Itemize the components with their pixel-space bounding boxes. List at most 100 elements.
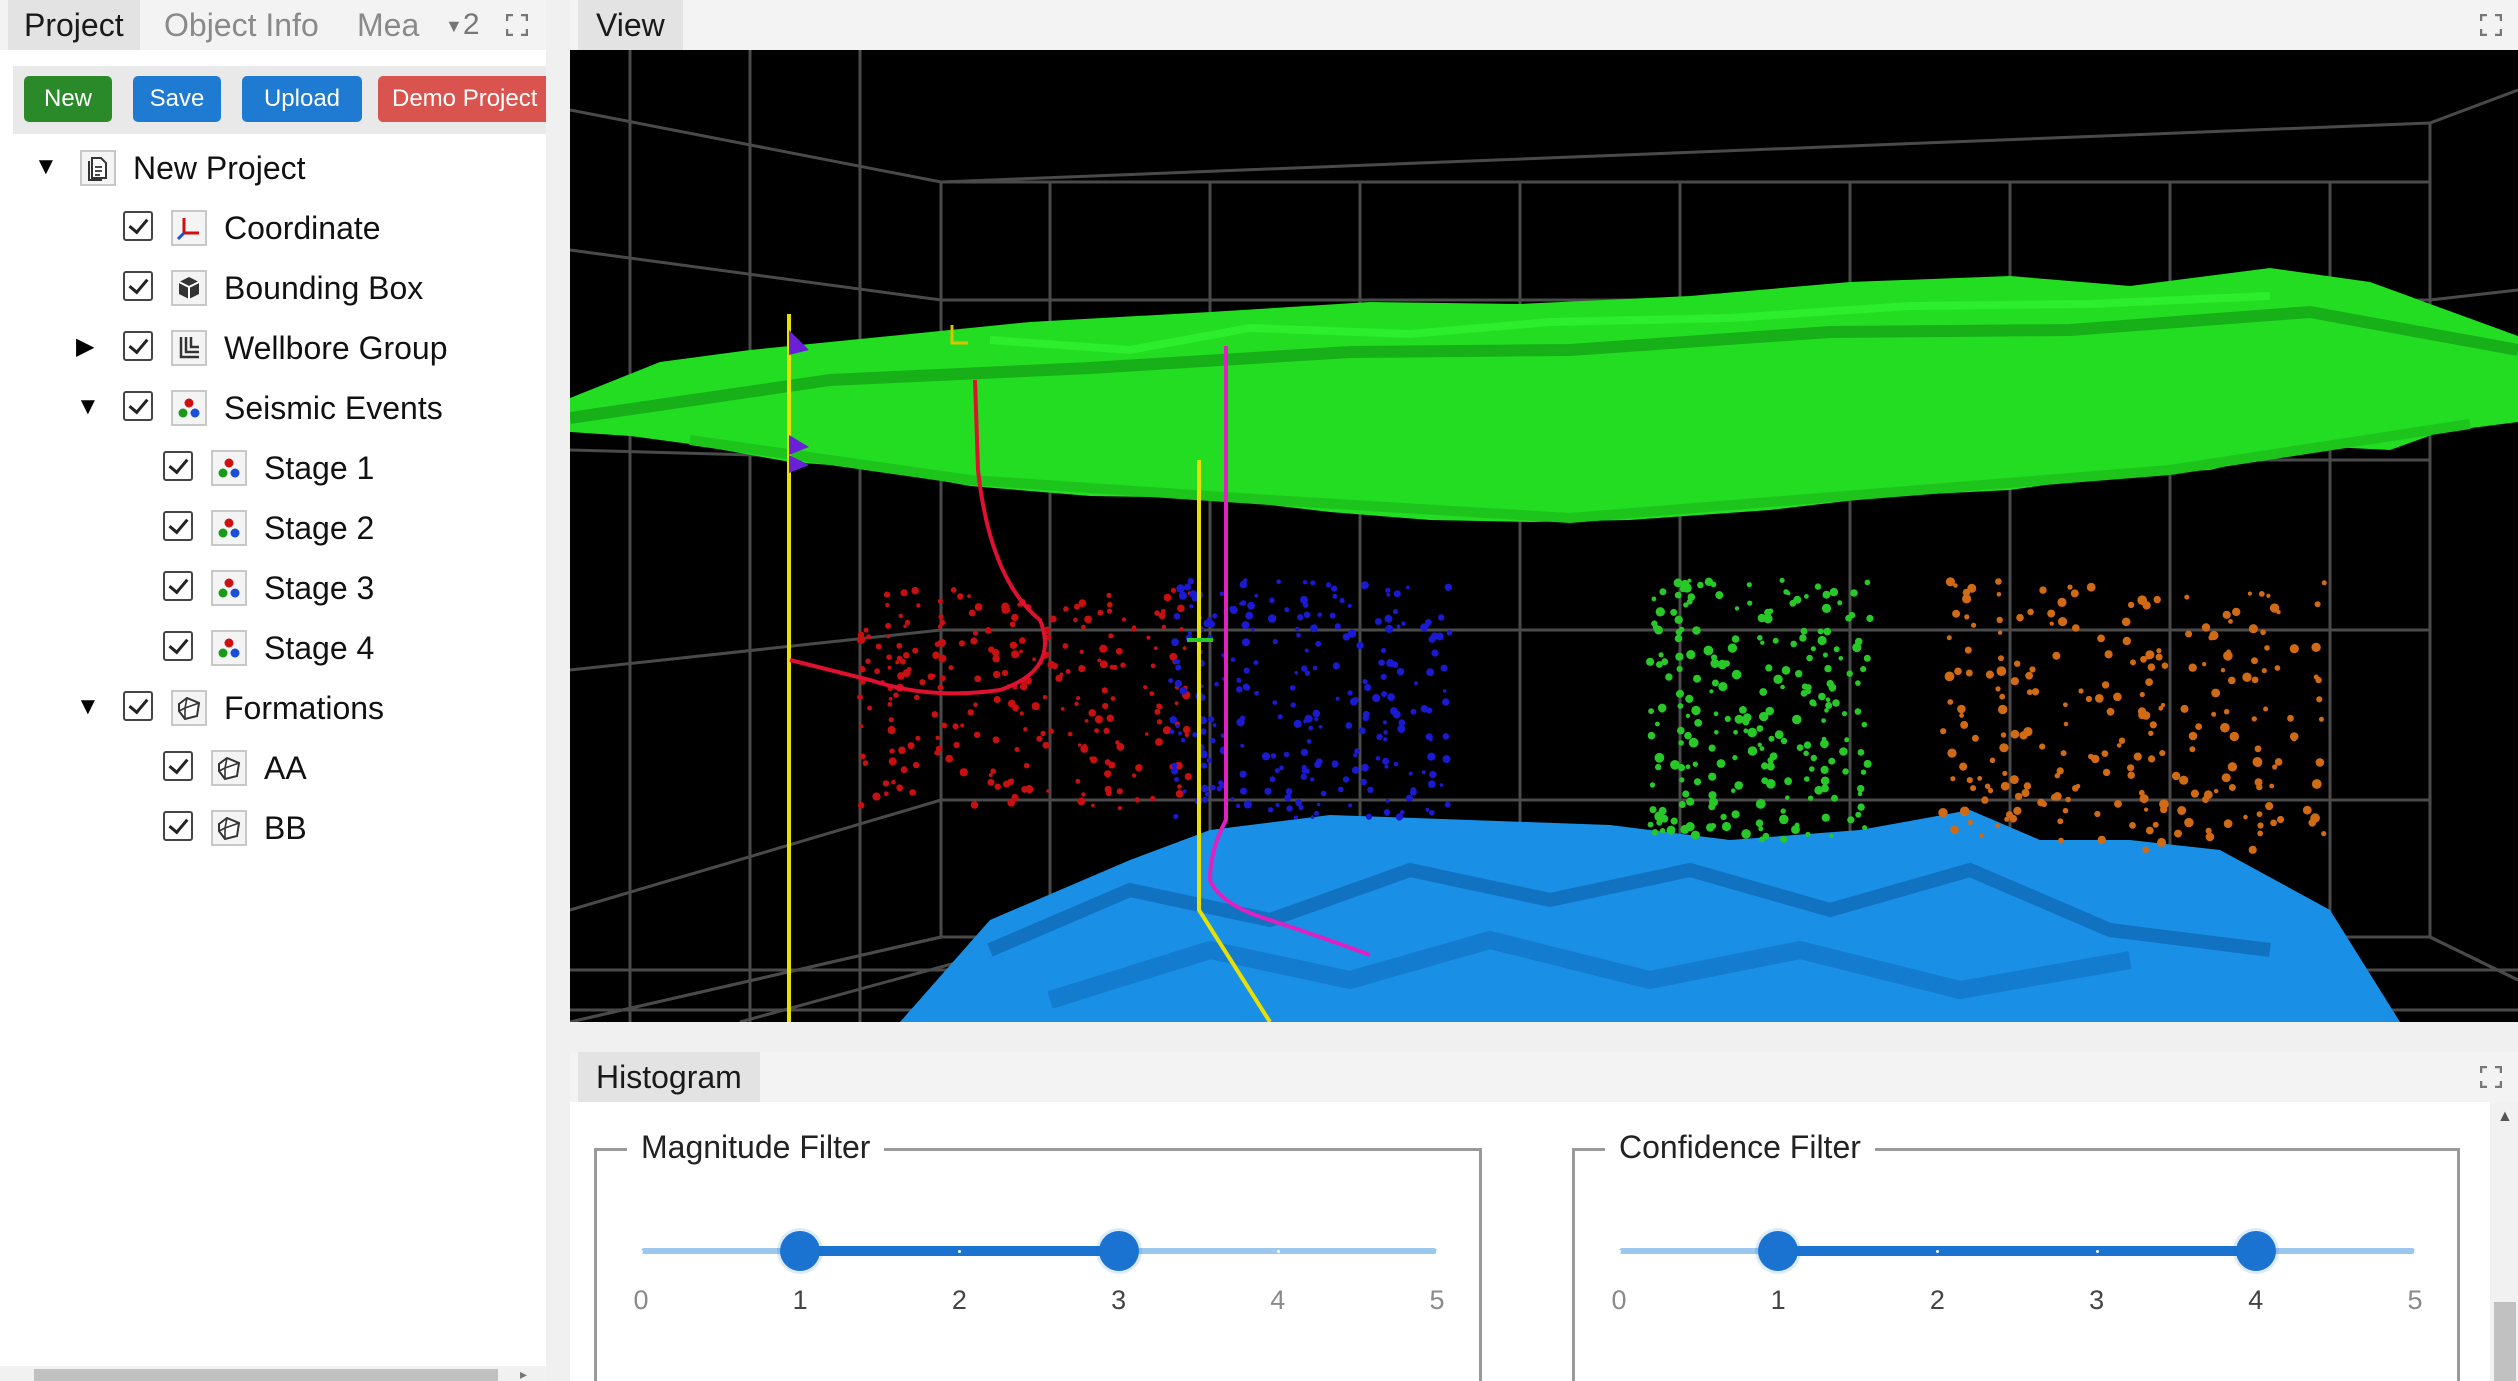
upload-button[interactable]: Upload [242, 76, 362, 122]
tree-row-root[interactable]: ▼ New Project [0, 143, 546, 193]
checkbox-wellbore-group[interactable] [123, 331, 153, 361]
maximize-icon[interactable] [2480, 14, 2502, 36]
event-point-stage-1 [1150, 795, 1156, 802]
maximize-icon[interactable] [2480, 1066, 2502, 1088]
event-point-stage-1 [857, 635, 866, 645]
tree-row-bb[interactable]: BB [0, 803, 546, 853]
checkbox-aa[interactable] [163, 751, 193, 781]
3d-viewport[interactable] [570, 50, 2518, 1022]
vertical-scrollbar[interactable]: ▲ [2490, 1102, 2518, 1381]
tab-mea[interactable]: Mea [357, 7, 420, 43]
event-point-stage-3 [1683, 602, 1689, 608]
checkbox-bounding-box[interactable] [123, 271, 153, 301]
maximize-icon[interactable] [506, 14, 528, 36]
event-point-stage-2 [1300, 748, 1309, 757]
horizontal-scrollbar[interactable]: ▸ [0, 1366, 546, 1381]
tree-row-stage-3[interactable]: Stage 3 [0, 563, 546, 613]
event-point-stage-1 [1184, 732, 1190, 738]
save-button[interactable]: Save [133, 76, 221, 122]
expand-caret-icon[interactable]: ▶ [76, 333, 95, 360]
event-point-stage-3 [1675, 652, 1684, 661]
3d-scene[interactable] [570, 50, 2518, 1022]
event-point-stage-3 [1866, 614, 1874, 623]
event-point-stage-1 [950, 587, 957, 593]
event-point-stage-2 [1444, 583, 1452, 591]
event-point-stage-2 [1239, 580, 1248, 589]
event-point-stage-2 [1175, 724, 1180, 729]
slider-thumb-low[interactable] [1758, 1231, 1799, 1271]
event-point-stage-3 [1779, 577, 1785, 583]
scrollbar-thumb[interactable] [34, 1369, 498, 1381]
tree-row-formations[interactable]: ▼ Formations [0, 683, 546, 733]
magnitude-range-slider[interactable]: 0 1 2 3 4 5 [633, 1231, 1445, 1315]
new-button[interactable]: New [24, 76, 112, 122]
event-point-stage-3 [1659, 828, 1666, 834]
checkbox-stage-1[interactable] [163, 451, 193, 481]
event-point-stage-3 [1756, 799, 1766, 809]
tree-row-wellbore-group[interactable]: ▶ Wellbore Group [0, 323, 546, 373]
tab-view[interactable]: View [578, 0, 683, 50]
event-point-stage-4 [2177, 806, 2187, 815]
event-point-stage-3 [1674, 634, 1683, 643]
event-point-stage-1 [959, 768, 968, 777]
event-point-stage-1 [906, 666, 912, 672]
tree-row-seismic-events[interactable]: ▼ Seismic Events [0, 383, 546, 433]
event-point-stage-4 [2114, 800, 2122, 808]
demo-project-button[interactable]: Demo Project [378, 76, 546, 122]
checkbox-coordinate[interactable] [123, 211, 153, 241]
tree-row-coordinate[interactable]: Coordinate [0, 203, 546, 253]
tab-histogram[interactable]: Histogram [578, 1052, 760, 1102]
event-point-stage-2 [1200, 684, 1204, 688]
checkbox-stage-4[interactable] [163, 631, 193, 661]
expand-caret-icon[interactable]: ▼ [76, 693, 100, 720]
event-point-stage-4 [2251, 657, 2258, 665]
checkbox-seismic-events[interactable] [123, 391, 153, 421]
tab-object-info[interactable]: Object Info [164, 7, 319, 43]
slider-thumb-high[interactable] [2235, 1231, 2276, 1271]
event-point-stage-4 [2203, 790, 2213, 800]
event-point-stage-3 [1677, 726, 1685, 735]
event-point-stage-2 [1393, 761, 1399, 767]
tree-row-stage-2[interactable]: Stage 2 [0, 503, 546, 553]
tree-row-aa[interactable]: AA [0, 743, 546, 793]
scrollbar-thumb[interactable] [2494, 1302, 2516, 1381]
event-point-stage-3 [1743, 728, 1749, 734]
event-point-stage-2 [1304, 648, 1309, 653]
event-point-stage-2 [1187, 631, 1193, 636]
scroll-right-icon[interactable]: ▸ [520, 1366, 528, 1381]
event-point-stage-2 [1386, 659, 1395, 667]
checkbox-formations[interactable] [123, 691, 153, 721]
event-point-stage-1 [1107, 601, 1113, 608]
slider-thumb-low[interactable] [780, 1231, 821, 1271]
tab-overflow-menu[interactable]: ▼2 [445, 0, 480, 50]
expand-caret-icon[interactable]: ▼ [76, 393, 100, 420]
event-point-stage-4 [2153, 595, 2161, 604]
event-point-stage-1 [896, 655, 903, 662]
expand-caret-icon[interactable]: ▼ [34, 153, 58, 180]
tree-row-stage-1[interactable]: Stage 1 [0, 443, 546, 493]
tree-row-stage-4[interactable]: Stage 4 [0, 623, 546, 673]
event-point-stage-2 [1267, 807, 1274, 813]
event-point-stage-1 [952, 723, 959, 730]
checkbox-stage-2[interactable] [163, 511, 193, 541]
event-point-stage-3 [1747, 600, 1753, 606]
scene-axes-icon [950, 325, 968, 345]
panel-splitter[interactable] [546, 0, 570, 1381]
event-point-stage-2 [1347, 629, 1357, 638]
event-point-stage-4 [2248, 624, 2258, 634]
event-point-stage-2 [1171, 638, 1179, 647]
tree-row-bounding-box[interactable]: Bounding Box [0, 263, 546, 313]
confidence-range-slider[interactable]: 0 1 2 3 4 5 [1611, 1231, 2423, 1315]
event-point-stage-2 [1294, 671, 1299, 675]
tab-project[interactable]: Project [8, 0, 140, 50]
slider-thumb-high[interactable] [1098, 1231, 1139, 1271]
event-point-stage-2 [1253, 660, 1259, 666]
checkbox-bb[interactable] [163, 811, 193, 841]
event-point-stage-1 [1076, 696, 1081, 701]
scroll-up-icon[interactable]: ▲ [2497, 1108, 2513, 1125]
event-point-stage-1 [1177, 784, 1182, 789]
event-point-stage-4 [1995, 578, 2002, 585]
event-point-stage-3 [1847, 816, 1855, 824]
checkbox-stage-3[interactable] [163, 571, 193, 601]
event-point-stage-2 [1240, 787, 1247, 795]
